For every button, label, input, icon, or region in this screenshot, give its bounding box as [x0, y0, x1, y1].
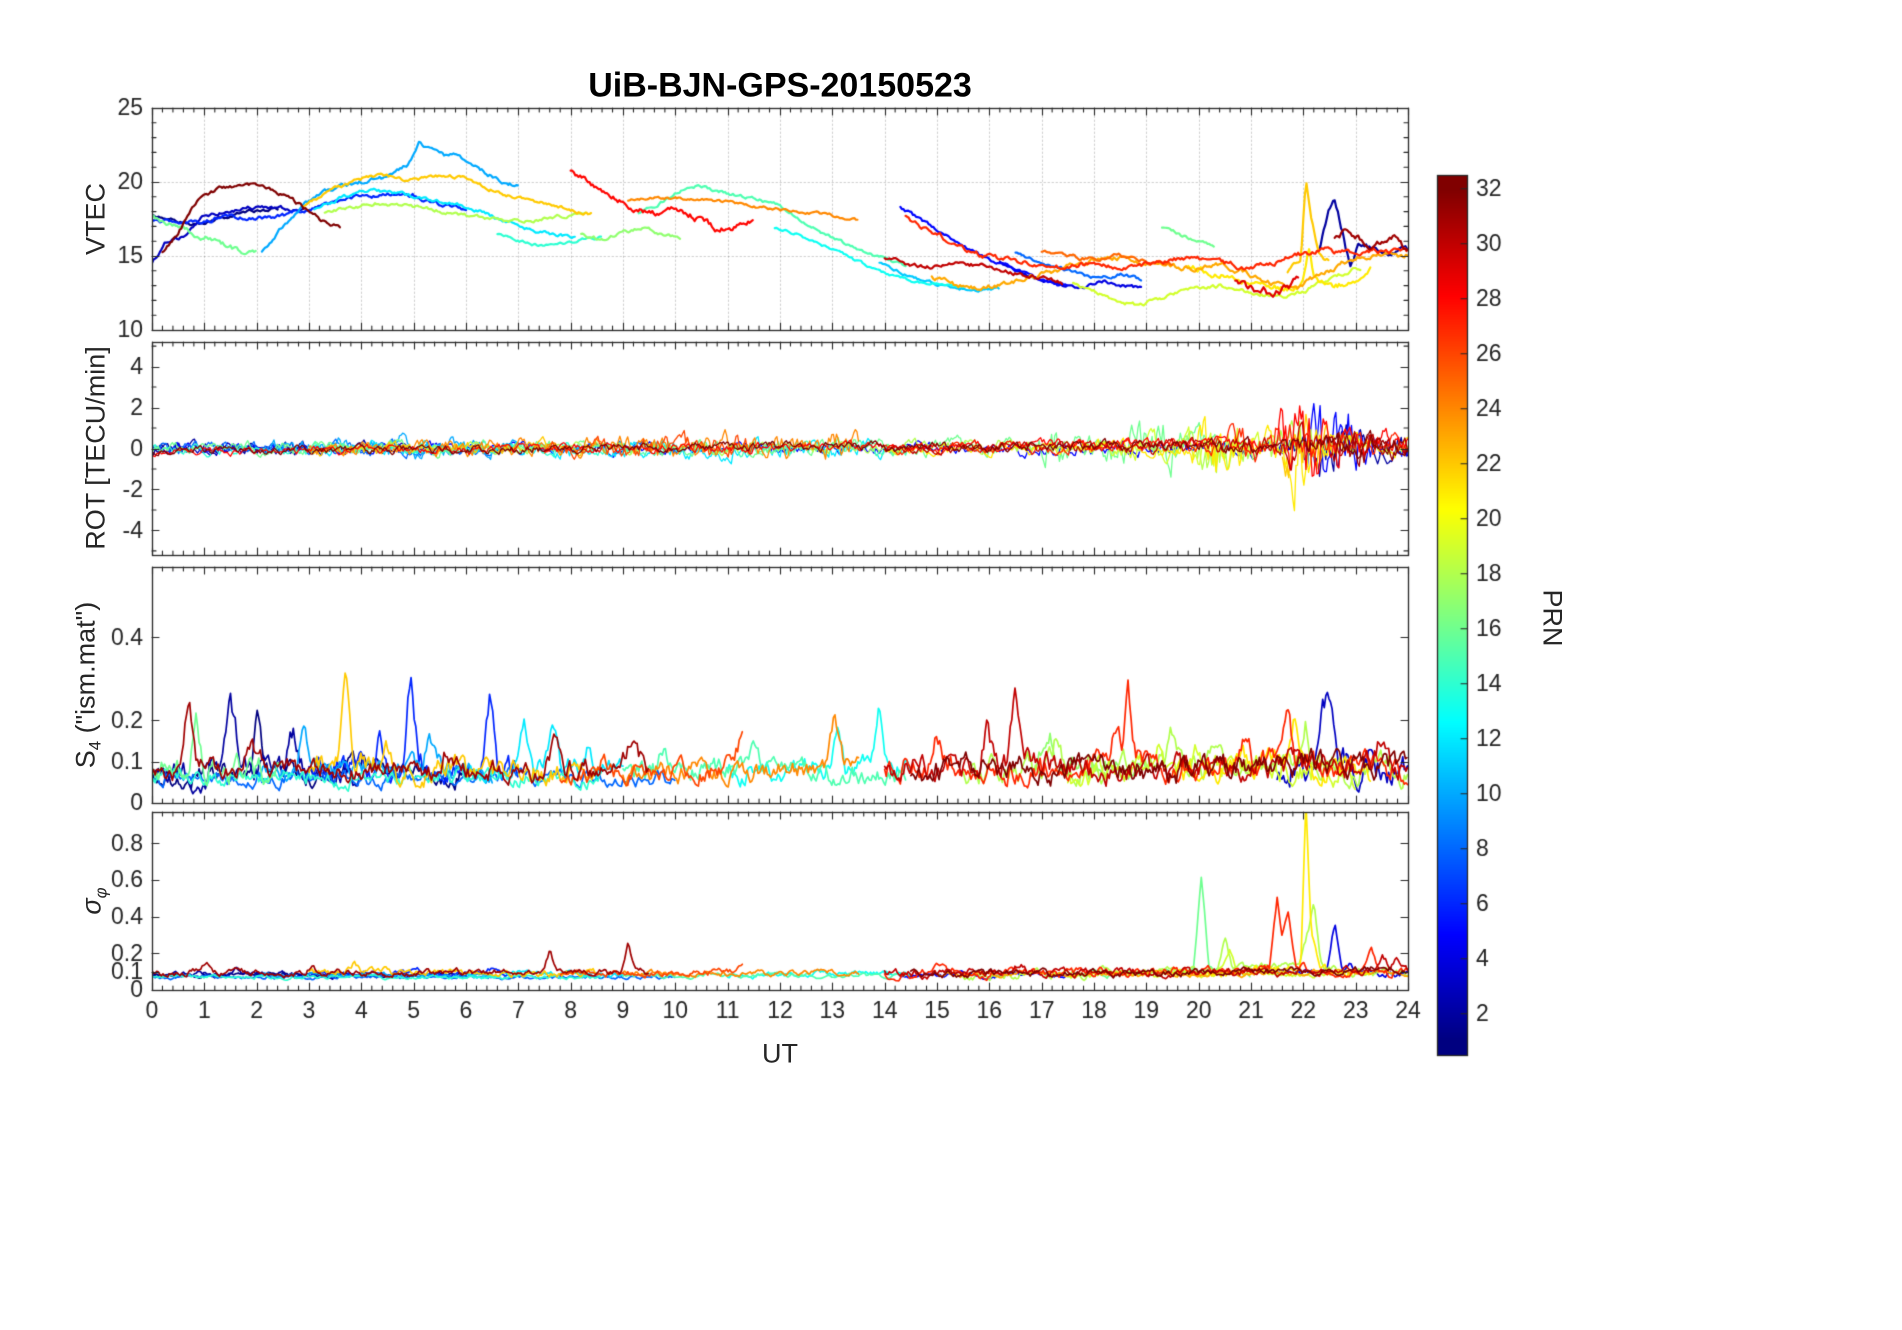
ylabel-vtec-text: VTEC [80, 182, 111, 256]
ylabel-vtec: VTEC [81, 183, 112, 255]
ylabel-s4-suffix: ("ism.mat") [70, 601, 101, 741]
ylabel-rot-text: ROT [TECU/min] [80, 346, 111, 550]
ylabel-s4-base: S [70, 750, 101, 769]
ylabel-s4-sub: 4 [85, 740, 105, 751]
colorbar-label-prn: PRN [1537, 589, 1568, 647]
ylabel-sigma-sub: φ [91, 887, 111, 899]
ylabel-sigma-phi: σφ [76, 887, 111, 914]
xlabel-ut: UT [762, 1038, 798, 1069]
ylabel-s4: S4 ("ism.mat") [70, 602, 105, 768]
ylabel-rot: ROT [TECU/min] [81, 346, 112, 550]
ylabel-sigma-base: σ [76, 898, 107, 915]
chart-title: UiB-BJN-GPS-20150523 [588, 66, 972, 105]
